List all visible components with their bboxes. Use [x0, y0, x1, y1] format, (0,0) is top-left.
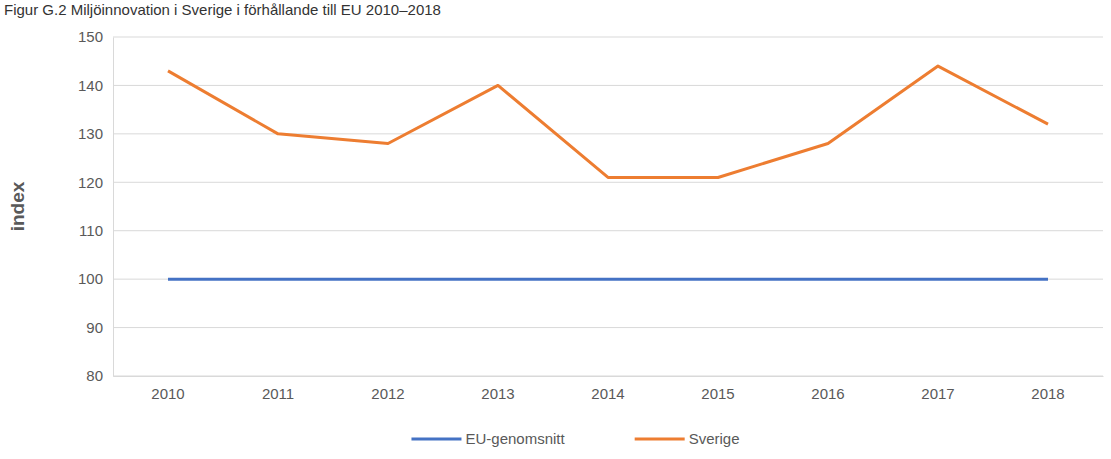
y-tick: 140 [78, 77, 113, 94]
y-tick-label: 130 [78, 125, 103, 142]
x-tick: 2012 [371, 376, 404, 402]
x-tick-label: 2018 [1031, 385, 1064, 402]
x-tick: 2013 [481, 376, 514, 402]
x-tick-label: 2016 [811, 385, 844, 402]
y-tick: 150 [78, 28, 113, 45]
x-axis: 2010 2011 2012 2013 2014 2015 2016 2017 2018 [114, 376, 1104, 402]
grid-line [113, 133, 1103, 134]
grid-line [113, 279, 1103, 280]
x-tick-label: 2010 [151, 385, 184, 402]
grid-line [113, 85, 1103, 86]
y-tick-label: 90 [86, 319, 103, 336]
x-tick: 2015 [701, 376, 734, 402]
legend-item: EU-genomsnitt [411, 430, 565, 447]
y-tick: 80 [86, 367, 113, 384]
y-tick-label: 110 [79, 222, 103, 239]
y-tick: 130 [78, 125, 113, 142]
y-axis-line [113, 38, 114, 377]
x-tick-label: 2012 [371, 385, 404, 402]
y-tick-label: 80 [86, 367, 103, 384]
grid-line [113, 376, 1103, 377]
x-tick: 2011 [262, 376, 294, 402]
x-tick: 2018 [1031, 376, 1064, 402]
x-tick-label: 2013 [481, 385, 514, 402]
grid-line [113, 37, 1103, 38]
y-tick: 90 [86, 319, 113, 336]
y-tick: 110 [79, 222, 113, 239]
y-tick-label: 100 [78, 270, 103, 287]
y-tick-label: 150 [78, 28, 103, 45]
grid-line [113, 182, 1103, 183]
x-tick: 2014 [591, 376, 624, 402]
series-line [168, 278, 1048, 281]
x-tick-label: 2014 [591, 385, 624, 402]
series-line [168, 66, 1048, 177]
legend-item: Sverige [635, 430, 740, 447]
plot-area [168, 66, 1048, 279]
x-tick-label: 2017 [921, 385, 954, 402]
legend-swatch [411, 438, 461, 441]
legend-swatch [635, 438, 685, 441]
y-tick: 120 [78, 174, 113, 191]
x-tick-label: 2011 [262, 385, 294, 402]
chart: Figur G.2 Miljöinnovation i Sverige i fö… [0, 0, 1111, 459]
x-tick: 2017 [921, 376, 954, 402]
x-tick-label: 2015 [701, 385, 734, 402]
y-axis-title: index [7, 181, 28, 231]
grid-line [113, 230, 1103, 231]
grid-line [113, 327, 1103, 328]
y-tick: 100 [78, 270, 113, 287]
legend-label: EU-genomsnitt [465, 430, 565, 447]
x-tick: 2016 [811, 376, 844, 402]
y-axis: 80 90 100 110 120 130 140 150 [78, 28, 114, 384]
y-tick-label: 120 [78, 174, 103, 191]
y-tick-label: 140 [78, 77, 103, 94]
x-axis-line [114, 376, 1104, 377]
legend: EU-genomsnitt Sverige [411, 430, 739, 447]
legend-label: Sverige [689, 430, 740, 447]
x-tick: 2010 [151, 376, 184, 402]
title: Figur G.2 Miljöinnovation i Sverige i fö… [4, 1, 441, 18]
grid [113, 37, 1103, 376]
